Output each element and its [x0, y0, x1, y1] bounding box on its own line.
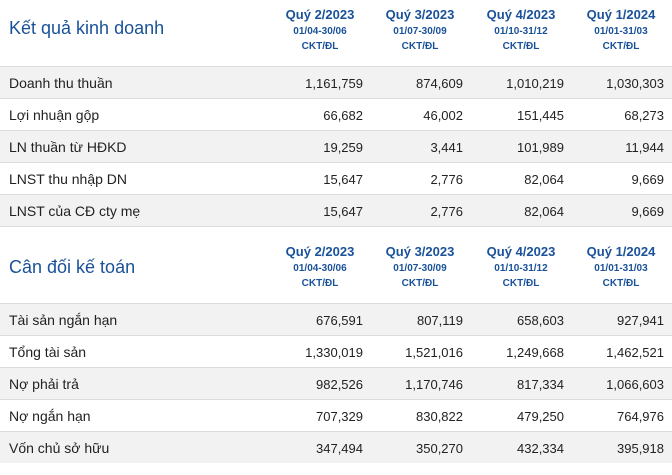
- quarter-range: 01/10-31/12: [494, 263, 548, 274]
- quarter-label: Quý 3/2023: [385, 7, 455, 22]
- quarter-audit: CKT/ĐL: [301, 278, 339, 289]
- quarter-label: Quý 1/2024: [586, 244, 656, 259]
- row-value: 432,334: [517, 441, 564, 456]
- row-value: 101,989: [517, 140, 564, 155]
- quarter-label: Quý 4/2023: [486, 244, 556, 259]
- quarter-range: 01/07-30/09: [393, 263, 447, 274]
- quarter-audit: CKT/ĐL: [502, 278, 540, 289]
- row-value: 982,526: [316, 377, 363, 392]
- table-row: Lợi nhuận gộp 66,682 46,002 151,445 68,2…: [0, 98, 672, 130]
- row-value: 11,944: [625, 140, 664, 155]
- row-value: 2,776: [430, 172, 463, 187]
- income-title: Kết quả kinh doanh: [9, 18, 165, 38]
- row-value: 927,941: [617, 313, 664, 328]
- quarter-range: 01/07-30/09: [393, 26, 447, 37]
- row-label: Nợ ngắn hạn: [9, 408, 91, 424]
- row-label: Doanh thu thuần: [9, 75, 113, 91]
- income-header: Kết quả kinh doanh Quý 2/2023 01/04-30/0…: [0, 0, 672, 66]
- row-value: 874,609: [416, 76, 463, 91]
- quarter-label: Quý 1/2024: [586, 7, 656, 22]
- quarter-range: 01/04-30/06: [293, 263, 347, 274]
- row-value: 1,170,746: [405, 377, 463, 392]
- table-row: LNST của CĐ cty mẹ 15,647 2,776 82,064 9…: [0, 194, 672, 226]
- row-value: 817,334: [517, 377, 564, 392]
- table-row: Tổng tài sản 1,330,019 1,521,016 1,249,6…: [0, 335, 672, 367]
- row-value: 82,064: [524, 172, 564, 187]
- quarter-audit: CKT/ĐL: [602, 278, 640, 289]
- row-value: 479,250: [517, 409, 564, 424]
- row-value: 1,330,019: [305, 345, 363, 360]
- row-value: 151,445: [517, 108, 564, 123]
- quarter-audit: CKT/ĐL: [301, 41, 339, 52]
- income-quarter-header[interactable]: Quý 2/2023 01/04-30/06 CKT/ĐL: [270, 0, 370, 52]
- balance-quarter-header[interactable]: Quý 3/2023 01/07-30/09 CKT/ĐL: [370, 237, 470, 289]
- quarter-audit: CKT/ĐL: [502, 41, 540, 52]
- row-value: 82,064: [524, 204, 564, 219]
- row-value: 347,494: [316, 441, 363, 456]
- balance-quarter-header[interactable]: Quý 1/2024 01/01-31/03 CKT/ĐL: [571, 237, 671, 289]
- quarter-range: 01/04-30/06: [293, 26, 347, 37]
- balance-quarter-header[interactable]: Quý 2/2023 01/04-30/06 CKT/ĐL: [270, 237, 370, 289]
- table-row: Nợ ngắn hạn 707,329 830,822 479,250 764,…: [0, 399, 672, 431]
- row-value: 830,822: [416, 409, 463, 424]
- quarter-label: Quý 3/2023: [385, 244, 455, 259]
- row-value: 15,647: [323, 172, 363, 187]
- row-value: 3,441: [430, 140, 463, 155]
- row-label: Lợi nhuận gộp: [9, 107, 100, 123]
- table-row: Nợ phải trả 982,526 1,170,746 817,334 1,…: [0, 367, 672, 399]
- row-label: Tổng tài sản: [9, 344, 87, 360]
- row-value: 1,030,303: [606, 76, 664, 91]
- row-value: 15,647: [323, 204, 363, 219]
- row-value: 1,161,759: [305, 76, 363, 91]
- row-label: Tài sản ngắn hạn: [9, 312, 118, 328]
- table-row: Tài sản ngắn hạn 676,591 807,119 658,603…: [0, 303, 672, 335]
- row-value: 2,776: [430, 204, 463, 219]
- quarter-audit: CKT/ĐL: [401, 41, 439, 52]
- income-quarter-header[interactable]: Quý 3/2023 01/07-30/09 CKT/ĐL: [370, 0, 470, 52]
- row-value: 764,976: [617, 409, 664, 424]
- row-value: 1,462,521: [606, 345, 664, 360]
- row-value: 1,521,016: [405, 345, 463, 360]
- row-label: LN thuần từ HĐKD: [9, 139, 127, 155]
- quarter-audit: CKT/ĐL: [401, 278, 439, 289]
- balance-quarter-header[interactable]: Quý 4/2023 01/10-31/12 CKT/ĐL: [471, 237, 571, 289]
- quarter-label: Quý 2/2023: [285, 244, 355, 259]
- row-value: 395,918: [617, 441, 664, 456]
- income-statement-section: Kết quả kinh doanh Quý 2/2023 01/04-30/0…: [0, 0, 672, 226]
- row-value: 68,273: [624, 108, 664, 123]
- row-label: LNST thu nhập DN: [9, 171, 128, 187]
- table-row: LN thuần từ HĐKD 19,259 3,441 101,989 11…: [0, 130, 672, 162]
- table-row: Vốn chủ sở hữu 347,494 350,270 432,334 3…: [0, 431, 672, 463]
- balance-sheet-section: Cân đối kế toán Quý 2/2023 01/04-30/06 C…: [0, 226, 672, 471]
- quarter-label: Quý 4/2023: [486, 7, 556, 22]
- row-label: LNST của CĐ cty mẹ: [9, 203, 141, 219]
- row-value: 1,066,603: [606, 377, 664, 392]
- row-value: 9,669: [631, 204, 664, 219]
- row-value: 707,329: [316, 409, 363, 424]
- row-value: 807,119: [416, 313, 463, 328]
- row-value: 66,682: [323, 108, 363, 123]
- row-value: 46,002: [423, 108, 463, 123]
- balance-header: Cân đối kế toán Quý 2/2023 01/04-30/06 C…: [0, 226, 672, 303]
- quarter-range: 01/01-31/03: [594, 26, 648, 37]
- row-value: 676,591: [316, 313, 363, 328]
- row-value: 1,249,668: [506, 345, 564, 360]
- row-value: 1,010,219: [506, 76, 564, 91]
- row-value: 350,270: [416, 441, 463, 456]
- income-quarter-header[interactable]: Quý 4/2023 01/10-31/12 CKT/ĐL: [471, 0, 571, 52]
- row-value: 658,603: [517, 313, 564, 328]
- row-label: Vốn chủ sở hữu: [9, 440, 110, 456]
- balance-title: Cân đối kế toán: [9, 257, 136, 277]
- quarter-range: 01/10-31/12: [494, 26, 548, 37]
- row-value: 19,259: [323, 140, 363, 155]
- row-value: 9,669: [631, 172, 664, 187]
- table-row: Doanh thu thuần 1,161,759 874,609 1,010,…: [0, 66, 672, 98]
- quarter-label: Quý 2/2023: [285, 7, 355, 22]
- row-label: Nợ phải trả: [9, 376, 79, 392]
- quarter-range: 01/01-31/03: [594, 263, 648, 274]
- income-quarter-header[interactable]: Quý 1/2024 01/01-31/03 CKT/ĐL: [571, 0, 671, 52]
- table-row: LNST thu nhập DN 15,647 2,776 82,064 9,6…: [0, 162, 672, 194]
- quarter-audit: CKT/ĐL: [602, 41, 640, 52]
